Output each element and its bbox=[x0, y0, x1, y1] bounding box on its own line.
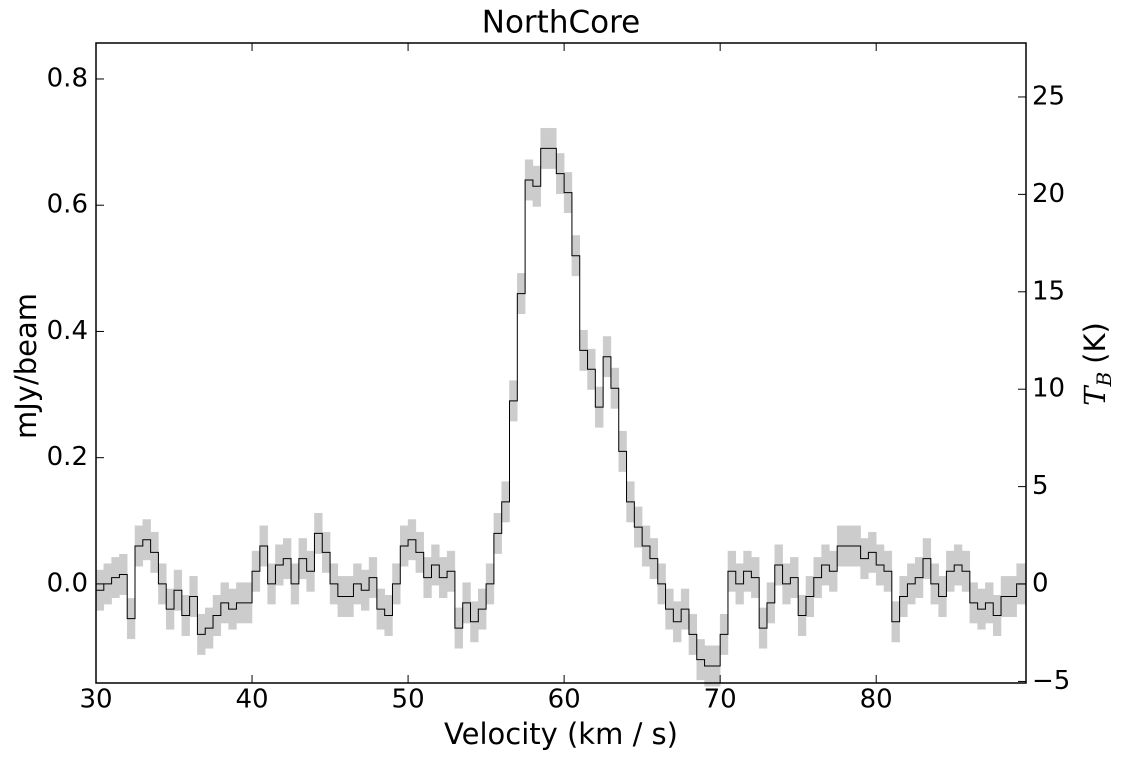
x-axis-label: Velocity (km / s) bbox=[444, 717, 678, 751]
y-tick-label: 0.6 bbox=[47, 190, 88, 220]
x-tick-label: 50 bbox=[392, 685, 425, 715]
x-tick-label: 70 bbox=[704, 685, 737, 715]
y2-label-subscript: B bbox=[1092, 372, 1116, 388]
y2-label-unit: (K) bbox=[1078, 322, 1112, 364]
y-axis-label: mJy/beam bbox=[9, 293, 43, 439]
y2-tick-label: 25 bbox=[1032, 81, 1065, 111]
y2-axis-label: TB (K) bbox=[1078, 322, 1116, 406]
y-tick-label: 0.0 bbox=[47, 568, 88, 598]
x-tick-label: 30 bbox=[79, 685, 112, 715]
plot-frame bbox=[95, 42, 1027, 684]
y2-tick-label: 0 bbox=[1032, 569, 1049, 599]
y2-tick-label: −5 bbox=[1032, 666, 1070, 696]
y-tick-label: 0.2 bbox=[47, 442, 88, 472]
y2-label-symbol: T bbox=[1078, 384, 1112, 406]
y-tick-label: 0.4 bbox=[47, 316, 88, 346]
spectrum-line bbox=[96, 147, 1026, 667]
y2-tick-label: 5 bbox=[1032, 471, 1049, 501]
y2-tick-label: 20 bbox=[1032, 179, 1065, 209]
y2-tick-label: 15 bbox=[1032, 276, 1065, 306]
x-tick-label: 60 bbox=[548, 685, 581, 715]
y-tick-label: 0.8 bbox=[47, 63, 88, 93]
y2-tick-label: 10 bbox=[1032, 374, 1065, 404]
x-tick-label: 80 bbox=[860, 685, 893, 715]
chart-title: NorthCore bbox=[482, 5, 640, 41]
x-tick-label: 40 bbox=[235, 685, 268, 715]
